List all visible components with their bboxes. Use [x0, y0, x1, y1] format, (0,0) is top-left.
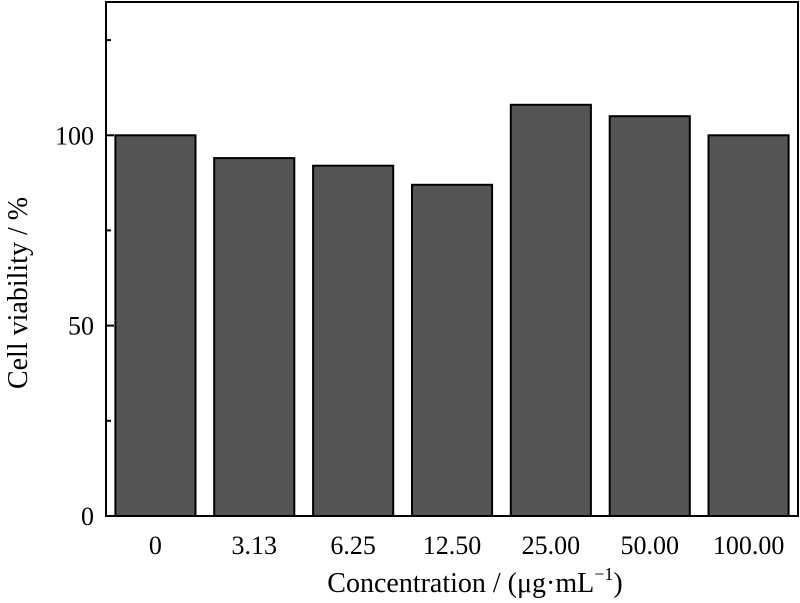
y-tick-label: 0	[81, 502, 94, 531]
x-tick-label: 12.50	[423, 531, 482, 560]
y-ticks-group: 0 50 100	[55, 39, 114, 531]
x-tick-label: 6.25	[330, 531, 376, 560]
x-tick-label: 0	[149, 531, 162, 560]
x-axis-title: Concentration / (μg·mL−1)	[327, 564, 622, 599]
bars-group	[114, 103, 790, 518]
bar-0	[114, 134, 197, 518]
bar-100.00	[707, 134, 790, 518]
bar-50.00	[608, 115, 691, 517]
x-axis-title-main: Concentration / (μg·mL	[327, 568, 594, 599]
x-axis-title-superscript: −1	[594, 564, 613, 584]
y-tick-label: 50	[68, 312, 94, 341]
bar-3.13	[213, 157, 296, 517]
x-tick-label: 50.00	[620, 531, 679, 560]
bar-25.00	[509, 103, 592, 518]
x-tick-label: 100.00	[713, 531, 785, 560]
x-ticks-group: 0 3.13 6.25 12.50 25.00 50.00 100.00	[149, 531, 784, 560]
x-tick-label: 25.00	[522, 531, 581, 560]
x-tick-label: 3.13	[232, 531, 278, 560]
plot-frame	[105, 1, 799, 517]
bar-6.25	[312, 164, 395, 517]
y-axis-title: Cell viability / %	[3, 197, 34, 389]
bar-12.50	[411, 183, 494, 518]
x-axis-title-close: )	[613, 568, 622, 599]
y-tick-label: 100	[55, 121, 94, 150]
